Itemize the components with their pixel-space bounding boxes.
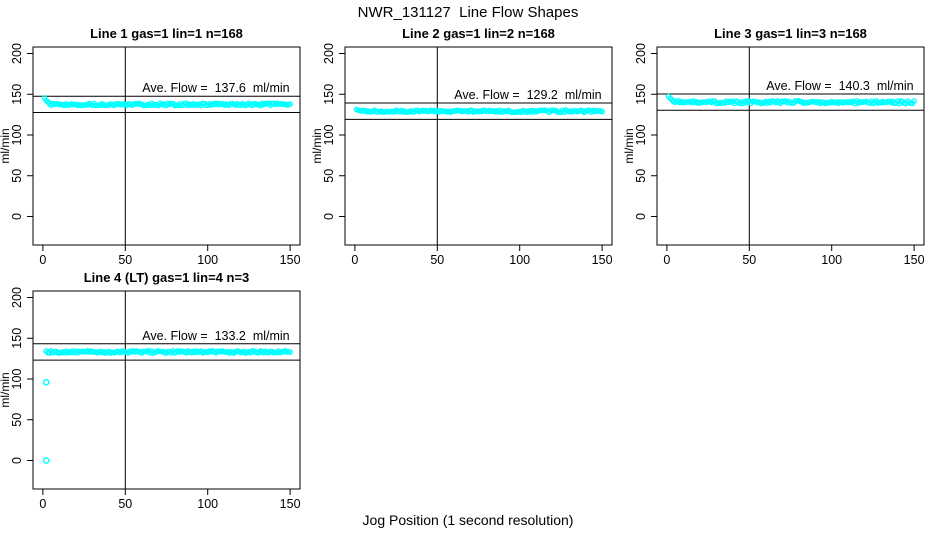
y-tick-label: 150 [322,84,336,105]
y-axis-title: ml/min [0,128,12,163]
ave-flow-annotation: Ave. Flow = 140.3 ml/min [766,79,913,93]
y-tick-label: 100 [634,125,648,146]
x-tick-label: 150 [280,497,301,511]
x-tick-label: 100 [509,253,530,267]
y-tick-label: 50 [10,169,24,183]
plot-box [344,46,613,246]
x-tick-label: 50 [118,497,132,511]
outlier-point [42,378,50,386]
y-tick-label: 0 [10,457,24,464]
panel-title: Line 3 gas=1 lin=3 n=168 [714,26,867,41]
panels-group: Line 1 gas=1 lin=1 n=168 0 50 100 150 0 50 100 1… [0,26,925,511]
x-tick-label: 0 [39,253,46,267]
y-axis-title: ml/min [310,128,324,163]
x-tick-label: 0 [663,253,670,267]
data-points [41,94,293,109]
data-point [287,101,293,107]
x-tick-label: 100 [821,253,842,267]
x-tick-label: 0 [351,253,358,267]
y-tick-label: 0 [634,213,648,220]
y-tick-label: 0 [10,213,24,220]
panel-2: Line 2 gas=1 lin=2 n=168 0 50 100 150 0 50 100 1… [310,26,613,267]
y-tick-label: 100 [10,369,24,390]
y-tick-label: 200 [322,43,336,64]
ave-flow-annotation: Ave. Flow = 133.2 ml/min [142,329,289,343]
y-tick-label: 50 [322,169,336,183]
x-tick-label: 150 [592,253,613,267]
x-tick-label: 50 [118,253,132,267]
data-points [42,347,293,464]
y-tick-label: 0 [322,213,336,220]
data-point [599,108,605,115]
plot-box [32,46,301,246]
x-tick-label: 150 [280,253,301,267]
figure-title: NWR_131127 Line Flow Shapes [358,4,579,21]
panel-title: Line 2 gas=1 lin=2 n=168 [402,26,555,41]
y-tick-label: 200 [634,43,648,64]
y-tick-label: 50 [10,413,24,427]
x-tick-label: 150 [904,253,925,267]
data-point [911,98,917,104]
y-tick-label: 100 [10,125,24,146]
plot-box [656,46,925,246]
panel-1: Line 1 gas=1 lin=1 n=168 0 50 100 150 0 50 100 1… [0,26,301,267]
ave-flow-annotation: Ave. Flow = 137.6 ml/min [142,81,289,95]
y-tick-label: 200 [10,43,24,64]
x-tick-label: 0 [39,497,46,511]
x-tick-label: 50 [430,253,444,267]
x-tick-label: 100 [197,497,218,511]
data-point [287,349,293,356]
outlier-point [42,457,50,464]
panel-title: Line 1 gas=1 lin=1 n=168 [90,26,243,41]
x-axis-label: Jog Position (1 second resolution) [363,512,574,528]
y-tick-label: 150 [634,84,648,105]
panel-3: Line 3 gas=1 lin=3 n=168 0 50 100 150 0 50 100 1… [622,26,925,267]
x-tick-label: 50 [742,253,756,267]
y-axis-title: ml/min [0,372,12,407]
data-points [353,106,605,116]
y-tick-label: 150 [10,328,24,349]
x-tick-label: 100 [197,253,218,267]
y-tick-label: 200 [10,287,24,308]
y-tick-label: 150 [10,84,24,105]
ave-flow-annotation: Ave. Flow = 129.2 ml/min [454,88,601,102]
plot-box [32,290,301,490]
y-axis-title: ml/min [622,128,636,163]
y-tick-label: 50 [634,169,648,183]
panel-title: Line 4 (LT) gas=1 lin=4 n=3 [84,270,250,285]
data-points [665,93,917,107]
y-tick-label: 100 [322,125,336,146]
panel-4: Line 4 (LT) gas=1 lin=4 n=3 0 50 100 150 0 50 1… [0,270,301,511]
